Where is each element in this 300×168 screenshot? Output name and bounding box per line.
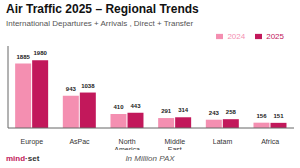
svg-text:151: 151 [273, 113, 284, 119]
html-text:International Departures + Arr: International Departures + Arrivals , Di… [6, 19, 194, 28]
svg-text:943: 943 [66, 86, 77, 92]
svg-text:410: 410 [113, 104, 124, 110]
html-text:Air Traffic 2025 – Regional Tr: Air Traffic 2025 – Regional Trends [6, 2, 199, 16]
svg-text:314: 314 [178, 107, 189, 113]
html-text:In Million PAX: In Million PAX [125, 154, 175, 163]
svg-text:156: 156 [256, 113, 267, 119]
svg-text:Latam: Latam [213, 138, 233, 145]
svg-text:243: 243 [209, 110, 220, 116]
svg-text:1980: 1980 [33, 50, 47, 56]
html-text:mind ·set: mind ·set [6, 154, 40, 163]
svg-text:Africa: Africa [261, 138, 279, 145]
svg-text:MiddleEast: MiddleEast [165, 138, 186, 150]
svg-text:Europe: Europe [21, 138, 44, 146]
svg-text:AsPac: AsPac [69, 138, 90, 145]
svg-text:258: 258 [226, 109, 237, 115]
svg-text:NorthAmerica: NorthAmerica [114, 138, 140, 150]
svg-text:291: 291 [161, 108, 172, 114]
svg-text:1885: 1885 [16, 54, 30, 60]
html-text:2024: 2024 [227, 32, 246, 41]
html-text:2025: 2025 [266, 32, 284, 41]
svg-text:1038: 1038 [81, 83, 95, 89]
svg-text:443: 443 [130, 103, 141, 109]
